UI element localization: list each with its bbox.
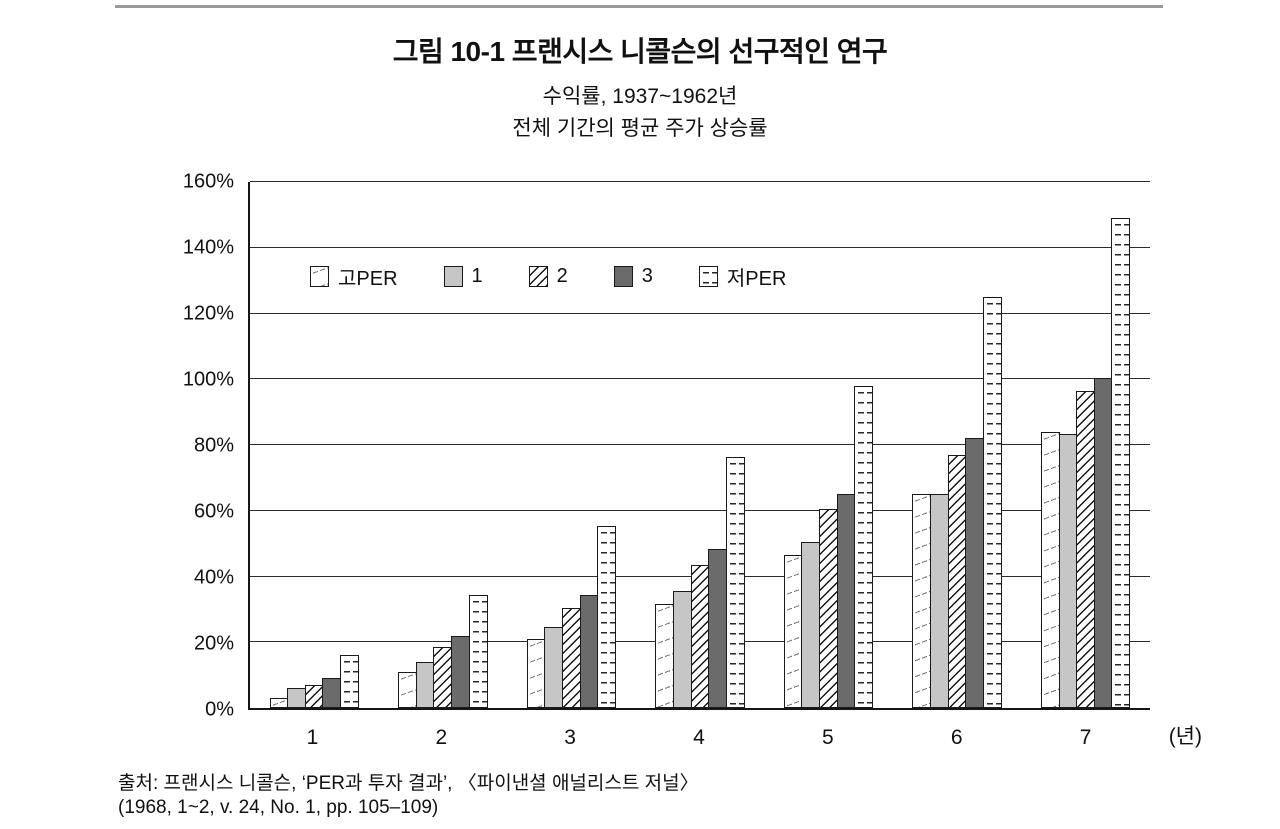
y-tick-label-60: 60% xyxy=(193,500,234,523)
bar-2-year-7 xyxy=(1076,390,1096,708)
x-tick-label-1: 1 xyxy=(306,726,319,749)
bar-chart: 0% 20% 40% 60% 80% 100% 120% 140% 160% 고PER 1 2 3 저P… xyxy=(182,171,1202,750)
bar-group-year-1 xyxy=(250,182,379,708)
x-tick-label-4: 4 xyxy=(693,726,705,749)
bar-2-year-4 xyxy=(690,565,710,708)
bar-group-year-4 xyxy=(636,182,765,708)
legend-swatch-3 xyxy=(613,266,633,287)
bar-1-year-7 xyxy=(1058,433,1078,708)
bar-3-year-6 xyxy=(965,438,985,708)
bar-저PER-year-7 xyxy=(1111,218,1131,708)
bar-2-year-1 xyxy=(304,685,324,708)
bar-3-year-4 xyxy=(708,548,728,708)
source-citation-line-2: (1968, 1~2, v. 24, No. 1, pp. 105–109) xyxy=(118,797,439,818)
x-tick-label-3: 3 xyxy=(564,726,576,749)
bar-group-year-5 xyxy=(764,182,893,708)
bar-고PER-year-3 xyxy=(526,638,546,708)
bar-1-year-4 xyxy=(672,591,692,708)
legend-label-3: 3 xyxy=(641,265,653,287)
bar-고PER-year-2 xyxy=(398,671,418,708)
source-citation-line-1: 출처: 프랜시스 니콜슨, ‘PER과 투자 결과’, 〈파이낸셜 애널리스트 … xyxy=(118,773,699,794)
y-tick-label-80: 80% xyxy=(193,434,234,457)
legend-item-1: 1 xyxy=(443,265,483,288)
bar-저PER-year-4 xyxy=(725,456,745,708)
bar-저PER-year-6 xyxy=(982,297,1002,708)
gridline-120 xyxy=(250,312,1150,314)
legend-swatch-저PER xyxy=(698,266,718,287)
bar-group-year-7 xyxy=(1021,182,1150,708)
bar-group-year-2 xyxy=(379,182,508,708)
figure-subtitle-period: 수익률, 1937~1962년 xyxy=(542,85,738,108)
bar-고PER-year-1 xyxy=(269,698,289,708)
bar-group-year-3 xyxy=(507,182,636,708)
bar-1-year-2 xyxy=(415,661,435,708)
bar-1-year-5 xyxy=(801,541,821,708)
bar-저PER-year-2 xyxy=(468,594,488,708)
bar-1-year-1 xyxy=(287,688,307,708)
y-tick-label-160: 160% xyxy=(182,170,234,193)
x-tick-label-7: 7 xyxy=(1079,726,1092,749)
gridline-160 xyxy=(250,181,1150,182)
gridline-60 xyxy=(250,509,1150,511)
legend-item-3: 3 xyxy=(613,265,653,288)
legend-label-2: 2 xyxy=(556,265,568,287)
y-tick-label-120: 120% xyxy=(182,302,234,325)
gridline-80 xyxy=(250,444,1150,445)
bar-고PER-year-6 xyxy=(912,494,932,708)
gridline-140 xyxy=(250,246,1150,248)
bar-저PER-year-5 xyxy=(854,385,874,708)
x-tick-label-5: 5 xyxy=(822,726,834,749)
figure-title: 그림 10-1 프랜시스 니콜슨의 선구적인 연구 xyxy=(392,36,888,67)
x-tick-label-6: 6 xyxy=(950,726,963,749)
top-divider-rule xyxy=(115,5,1163,8)
legend-swatch-2 xyxy=(528,266,548,287)
figure-subtitle-measure: 전체 기간의 평균 주가 상승률 xyxy=(512,117,768,140)
legend-label-1: 1 xyxy=(471,265,483,287)
bar-groups xyxy=(250,182,1150,708)
y-tick-label-0: 0% xyxy=(205,698,234,721)
bar-고PER-year-4 xyxy=(655,604,675,708)
bar-2-year-6 xyxy=(947,454,967,708)
bar-3-year-2 xyxy=(450,635,470,708)
legend-label-고PER: 고PER xyxy=(338,268,398,290)
bar-1-year-3 xyxy=(544,627,564,708)
bar-2-year-2 xyxy=(433,647,453,708)
legend-swatch-고PER xyxy=(310,266,329,287)
y-tick-label-20: 20% xyxy=(193,632,234,655)
legend: 고PER 1 2 3 저PER xyxy=(310,262,786,291)
x-axis-labels: 1 2 3 4 5 6 7 xyxy=(248,716,1150,750)
gridline-100 xyxy=(250,378,1150,380)
bar-2-year-5 xyxy=(819,509,839,708)
bar-저PER-year-1 xyxy=(340,655,359,708)
legend-label-저PER: 저PER xyxy=(726,268,787,290)
bar-group-year-6 xyxy=(893,182,1022,708)
bar-3-year-7 xyxy=(1093,377,1113,708)
legend-item-2: 2 xyxy=(528,265,568,288)
bar-저PER-year-3 xyxy=(597,525,617,708)
plot-area: 고PER 1 2 3 저PER xyxy=(248,181,1150,710)
bar-고PER-year-7 xyxy=(1041,431,1061,708)
x-axis-unit-label: (년) xyxy=(1168,725,1202,748)
y-tick-label-100: 100% xyxy=(182,368,234,391)
bar-고PER-year-5 xyxy=(783,555,803,708)
legend-item-저PER: 저PER xyxy=(698,262,787,291)
y-tick-label-140: 140% xyxy=(182,236,234,259)
y-tick-label-40: 40% xyxy=(193,566,234,589)
legend-item-고PER: 고PER xyxy=(310,262,398,291)
bar-3-year-3 xyxy=(579,594,599,708)
y-axis-labels: 0% 20% 40% 60% 80% 100% 120% 140% 160% xyxy=(182,171,242,721)
x-tick-label-2: 2 xyxy=(435,726,448,749)
legend-swatch-1 xyxy=(443,266,463,287)
bar-1-year-6 xyxy=(930,494,950,708)
bar-3-year-5 xyxy=(836,494,856,708)
bar-3-year-1 xyxy=(322,678,342,708)
bar-2-year-3 xyxy=(561,607,581,708)
